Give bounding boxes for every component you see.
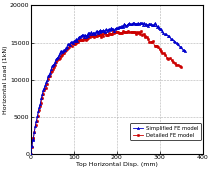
- Simplified FE model: [153, 24, 155, 26]
- Simplified FE model: [142, 22, 145, 24]
- Line: Simplified FE model: Simplified FE model: [29, 22, 187, 155]
- Simplified FE model: [131, 23, 133, 25]
- Simplified FE model: [29, 153, 32, 155]
- Simplified FE model: [161, 30, 163, 32]
- X-axis label: Top Horizontal Disp. (mm): Top Horizontal Disp. (mm): [76, 162, 158, 167]
- Detailed FE model: [139, 33, 142, 35]
- Simplified FE model: [184, 50, 187, 53]
- Detailed FE model: [180, 66, 183, 68]
- Detailed FE model: [50, 71, 52, 73]
- Simplified FE model: [100, 30, 103, 32]
- Line: Detailed FE model: Detailed FE model: [29, 30, 182, 155]
- Simplified FE model: [164, 33, 166, 35]
- Y-axis label: Horizontal Load (1kN): Horizontal Load (1kN): [3, 45, 8, 114]
- Detailed FE model: [116, 31, 119, 33]
- Detailed FE model: [92, 36, 95, 38]
- Legend: Simplified FE model, Detailed FE model: Simplified FE model, Detailed FE model: [130, 123, 201, 140]
- Detailed FE model: [79, 39, 82, 41]
- Simplified FE model: [178, 46, 181, 48]
- Detailed FE model: [127, 30, 130, 32]
- Detailed FE model: [29, 153, 32, 155]
- Detailed FE model: [82, 37, 85, 39]
